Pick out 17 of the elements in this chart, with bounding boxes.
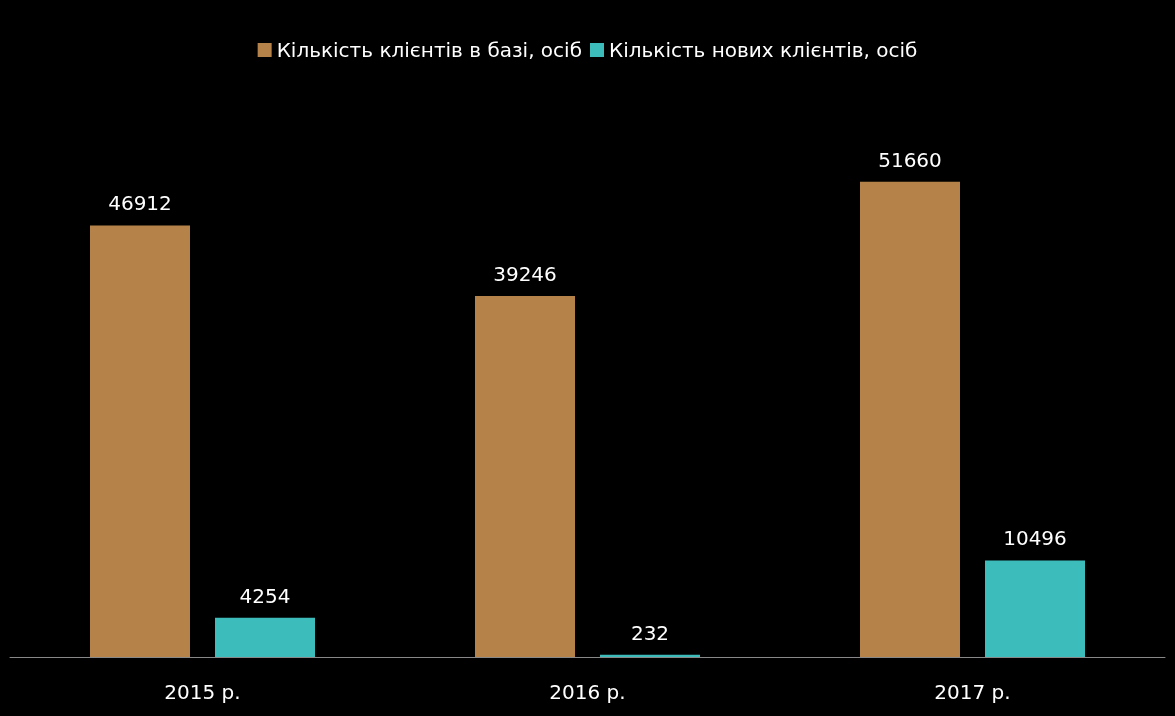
bar (475, 295, 575, 657)
data-label: 39246 (493, 261, 557, 286)
bar (215, 617, 315, 657)
data-label: 51660 (878, 147, 942, 172)
data-label: 232 (630, 620, 670, 645)
bar (90, 225, 190, 657)
bar (985, 560, 1085, 657)
data-label: 4254 (239, 583, 291, 608)
legend-label: Кількість нових клієнтів, осіб (609, 38, 918, 62)
data-label: 46912 (108, 191, 172, 216)
x-tick-label: 2016 р. (549, 680, 626, 704)
bar (860, 181, 960, 657)
legend-label: Кількість клієнтів в базі, осіб (276, 38, 582, 62)
x-tick-label: 2017 р. (934, 680, 1011, 704)
bar (600, 654, 700, 657)
data-label: 10496 (1003, 526, 1067, 551)
x-tick-label: 2015 р. (164, 680, 241, 704)
